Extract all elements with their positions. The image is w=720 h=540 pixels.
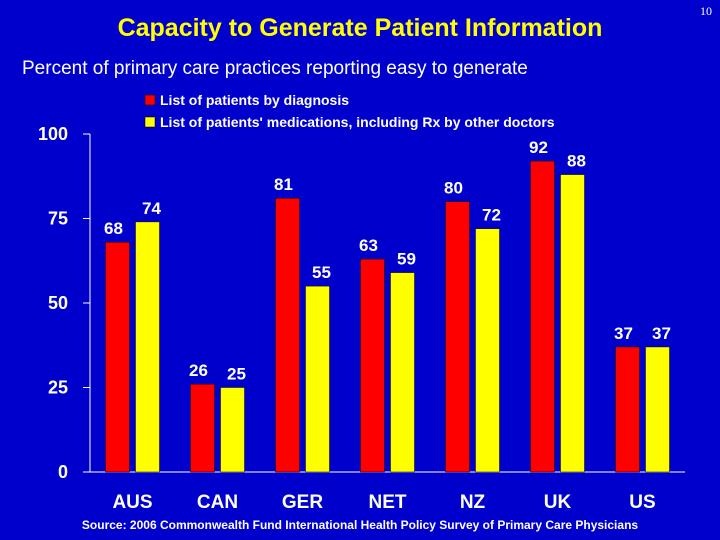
data-label: 88 [567,152,586,171]
legend-swatch-medications [144,116,156,128]
legend-swatch-diagnosis [144,94,156,106]
legend-label: List of patients by diagnosis [160,92,349,108]
bar-diagnosis [190,383,215,473]
legend-label: List of patients' medications, including… [160,114,555,130]
x-tick-label: UK [544,492,572,513]
bar-medications [560,174,585,473]
source-note: Source: 2006 Commonwealth Fund Internati… [81,518,639,532]
x-tick-label: AUS [112,492,152,513]
data-label: 26 [189,361,208,380]
y-tick-label: 50 [48,293,68,313]
data-label: 37 [652,324,671,343]
x-tick-label: NZ [460,492,486,513]
y-tick-label: 25 [48,378,68,398]
y-tick-label: 100 [38,124,68,144]
data-label: 37 [614,324,633,343]
chart-title-text: Capacity to Generate Patient Information [117,14,603,42]
y-tick-label: 0 [58,462,68,482]
chart-subtitle: Percent of primary care practices report… [22,58,528,79]
bar-diagnosis [275,197,300,473]
x-tick-label: CAN [197,492,238,513]
bar-medications [475,228,500,473]
plot-area: 0 25 50 75 100 68 74 AUS 26 25 CAN 81 55 GER 63 59 NET 80… [38,124,685,513]
bar-medications [390,272,415,473]
y-tick-label: 75 [48,209,68,229]
data-label: 25 [227,365,246,384]
legend: List of patients by diagnosis List of pat… [144,92,555,130]
data-label: 81 [274,175,293,194]
bar-diagnosis [105,241,130,473]
x-tick-label: US [629,492,655,513]
bar-diagnosis [360,258,385,473]
data-label: 68 [104,219,123,238]
bar-diagnosis [445,201,470,473]
data-label: 80 [444,179,463,198]
bar-diagnosis [530,160,555,473]
data-label: 59 [397,250,416,269]
data-label: 74 [142,199,161,218]
data-label: 55 [312,263,331,282]
data-label: 63 [359,236,378,255]
bar-medications [645,346,670,473]
data-label: 92 [529,138,548,157]
x-tick-label: GER [282,492,323,513]
bar-medications [305,285,330,473]
x-tick-label: NET [369,492,407,513]
bar-medications [135,221,160,473]
bar-medications [220,387,245,473]
bar-diagnosis [615,346,640,473]
page-number: 10 [700,4,712,18]
chart-title: Capacity to Generate Patient Information [0,14,720,43]
data-label: 72 [482,206,501,225]
